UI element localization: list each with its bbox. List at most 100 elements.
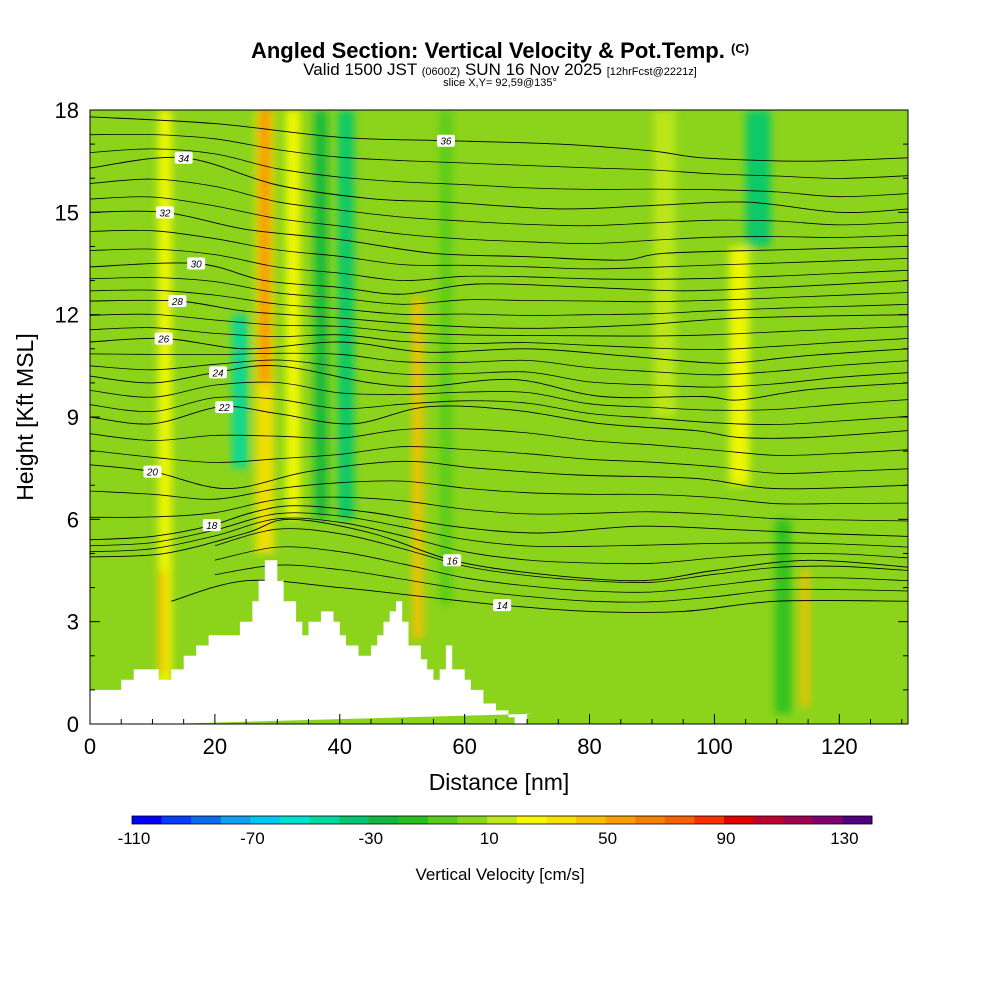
contour-label-text: 26 [157, 335, 170, 346]
x-tick-label: 40 [328, 734, 352, 759]
colorbar-swatch [694, 816, 725, 824]
contour-label: 36 [436, 134, 455, 148]
colorbar-swatch [783, 816, 814, 824]
contour-label: 24 [209, 366, 228, 379]
theta-contour [90, 210, 908, 261]
velocity-band [729, 246, 750, 486]
x-axis-label: Distance [nm] [429, 769, 570, 795]
colorbar-swatch [398, 816, 429, 824]
terrain [90, 560, 534, 724]
x-tick-label: 0 [84, 734, 96, 759]
colorbar-swatch [812, 816, 843, 824]
y-axis-label: Height [Kft MSL] [12, 333, 38, 500]
colorbar-tick-label: -110 [118, 829, 151, 848]
theta-contour-minor [90, 148, 908, 198]
contour-labels: 14 16 18 20 22 24 26 28 30 32 34 36 [143, 134, 512, 612]
theta-contour [90, 299, 908, 329]
contour-label-text: 18 [206, 521, 218, 532]
colorbar-frame [131, 815, 873, 825]
colorbar-swatch [309, 816, 340, 824]
contour-label: 26 [154, 332, 173, 346]
x-tick-label: 120 [821, 734, 858, 759]
y-tick-label: 15 [55, 200, 79, 225]
theta-contour-minor [90, 248, 908, 282]
contour-label: 20 [143, 465, 162, 479]
y-tick-label: 3 [67, 610, 79, 635]
x-tick-label: 100 [696, 734, 733, 759]
contour-label: 18 [202, 519, 221, 532]
colorbar-swatch [487, 816, 518, 824]
colorbar-tick-label: 50 [598, 829, 617, 848]
slice-info: slice X,Y= 92,59@135° [443, 77, 557, 89]
contour-label-text: 14 [497, 601, 509, 612]
theta-contour [90, 460, 908, 490]
colorbar-swatch [605, 816, 636, 824]
contour-label-text: 32 [159, 208, 171, 219]
velocity-band [232, 314, 248, 469]
theta-contour-minor [214, 546, 908, 593]
x-tick-label: 60 [452, 734, 476, 759]
colorbar-swatch [250, 816, 281, 824]
theta-contour-minor [90, 133, 908, 179]
theta-contour-minor [90, 313, 908, 337]
colorbar-swatch [132, 816, 162, 824]
colorbar-swatch [161, 816, 192, 824]
theta-contour-minor [90, 517, 908, 565]
colorbar-swatch [280, 816, 310, 824]
chart-title: Angled Section: Vertical Velocity & Pot.… [250, 38, 750, 63]
velocity-band [439, 110, 453, 605]
theta-contour-minor [214, 528, 908, 584]
theta-contour-minor [90, 446, 908, 474]
x-tick-label: 20 [203, 734, 227, 759]
utc-time: (0600Z) [421, 66, 461, 78]
contour-label: 28 [168, 295, 187, 308]
theta-contour-minor [90, 512, 908, 548]
theta-contour-minor [90, 359, 908, 388]
theta-contour-minor [90, 196, 908, 245]
contour-label: 32 [155, 206, 174, 219]
colorbar: -110 -70 -30 10 50 90 130 [118, 815, 873, 848]
theta-contour-minor [90, 229, 908, 270]
plot-area: 14 16 18 20 22 24 26 28 30 32 34 36 [90, 110, 908, 724]
y-tick-label: 18 [55, 98, 79, 123]
x-tick-label: 80 [577, 734, 601, 759]
theta-contour-minor [90, 381, 908, 411]
colorbar-title: Vertical Velocity [cm/s] [415, 865, 584, 884]
theta-contour [90, 116, 908, 162]
contour-label: 16 [443, 554, 462, 567]
y-tick-label: 6 [67, 507, 79, 532]
colorbar-swatch [576, 816, 606, 824]
contour-label: 14 [493, 599, 512, 612]
velocity-band [158, 570, 167, 673]
contour-label-text: 36 [440, 137, 452, 148]
contour-label-text: 20 [146, 468, 159, 479]
velocity-band [259, 110, 271, 383]
theta-contour-minor [90, 496, 908, 522]
theta-contour [90, 262, 908, 295]
colorbar-swatch [457, 816, 488, 824]
valid-time: Valid 1500 JST [303, 60, 417, 79]
colorbar-swatch [516, 816, 547, 824]
colorbar-tick-label: -30 [359, 829, 384, 848]
colorbar-swatch [635, 816, 666, 824]
velocity-band [800, 570, 810, 707]
velocity-band [314, 110, 328, 520]
colorbar-swatch [753, 816, 784, 824]
y-tick-label: 12 [55, 303, 79, 328]
colorbar-swatch [220, 816, 251, 824]
contour-label: 30 [187, 257, 206, 271]
colorbar-tick-label: 90 [717, 829, 736, 848]
theta-contour-minor [90, 289, 908, 316]
plot-background [90, 110, 908, 724]
theta-contour-minor [214, 564, 908, 603]
chart-subtitle: Valid 1500 JST (0600Z) SUN 16 Nov 2025 [… [0, 60, 1000, 82]
contour-label-text: 24 [211, 368, 224, 379]
theta-contour [90, 156, 908, 213]
contour-label-text: 22 [218, 403, 231, 414]
velocity-band [745, 110, 771, 247]
theta-contour-minor [90, 178, 908, 227]
colorbar-swatch [546, 816, 577, 824]
title-unit: (C) [731, 41, 750, 56]
